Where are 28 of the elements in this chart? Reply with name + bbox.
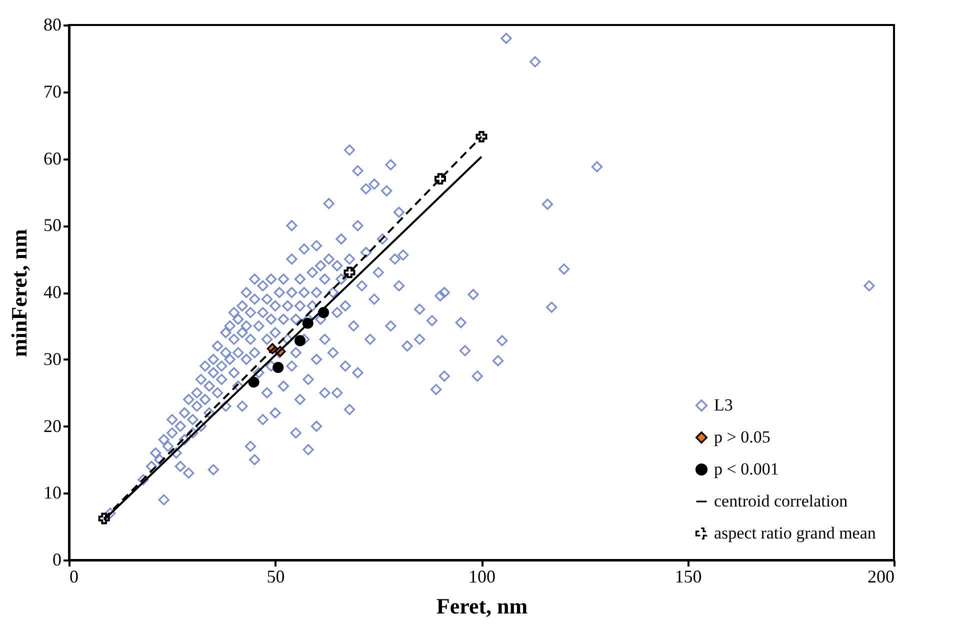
legend-label: p > 0.05 [714, 428, 770, 446]
y-tick-label: 60 [44, 148, 62, 168]
point [434, 173, 446, 185]
point [294, 335, 306, 346]
point [272, 362, 284, 373]
x-tick-label: 0 [70, 566, 78, 586]
y-tick-label: 70 [44, 81, 62, 102]
legend-label: aspect ratio grand mean [714, 524, 876, 542]
y-tick-label: 80 [44, 14, 62, 34]
y-axis-title: minFeret, nm [6, 229, 32, 357]
point [476, 130, 488, 142]
x-axis-title: Feret, nm [436, 594, 528, 618]
y-tick-label: 10 [44, 482, 62, 503]
point [344, 266, 356, 278]
y-tick-label: 20 [44, 416, 62, 436]
y-tick-label: 0 [52, 550, 62, 570]
legend-label: L3 [714, 396, 733, 414]
y-tick-label: 40 [44, 282, 62, 302]
y-tick-label: 50 [44, 215, 62, 236]
y-tick-label: 30 [44, 348, 62, 369]
legend-label: centroid correlation [714, 492, 848, 510]
x-tick-label: 100 [468, 566, 496, 586]
x-tick-label: 50 [266, 566, 285, 586]
x-tick-label: 200 [868, 566, 894, 586]
point [248, 376, 260, 388]
point [98, 512, 110, 524]
x-tick-label: 150 [674, 566, 702, 586]
legend-label: p < 0.001 [714, 460, 779, 478]
